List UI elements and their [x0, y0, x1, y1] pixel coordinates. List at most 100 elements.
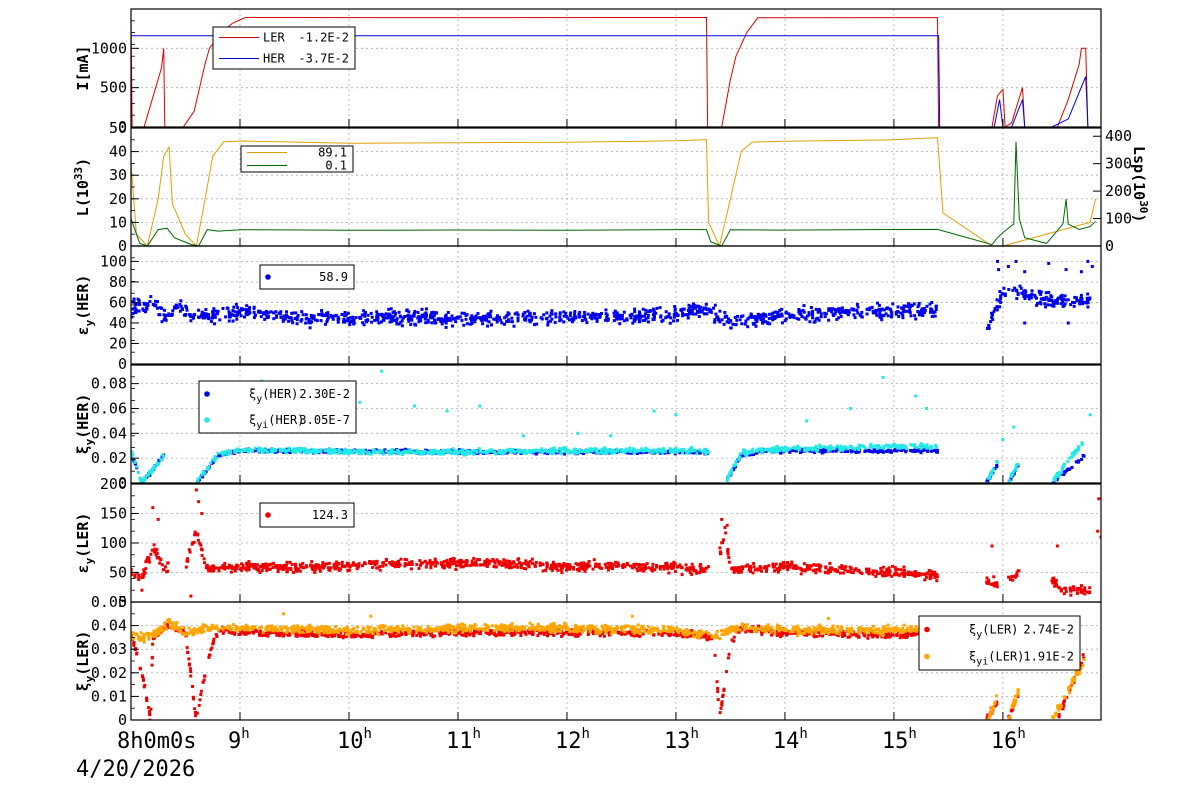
- data-point: [188, 550, 192, 554]
- data-point: [932, 449, 936, 452]
- data-point: [530, 315, 534, 319]
- data-point: [748, 315, 752, 319]
- data-point: [445, 560, 449, 564]
- data-point: [853, 632, 857, 636]
- data-point: [141, 676, 145, 680]
- data-point: [645, 450, 649, 454]
- data-point: [884, 450, 888, 453]
- data-point: [335, 560, 339, 564]
- data-point: [748, 451, 752, 455]
- series-line-Lsp: [131, 141, 1096, 246]
- data-point: [615, 449, 619, 453]
- data-point: [296, 447, 300, 451]
- data-point: [378, 451, 382, 455]
- legend-box: [212, 26, 356, 70]
- data-point: [926, 449, 930, 453]
- data-point: [546, 634, 549, 638]
- data-point: [676, 449, 680, 453]
- data-point: [752, 562, 756, 565]
- data-point: [631, 566, 635, 570]
- data-point: [1080, 584, 1083, 588]
- data-point: [917, 574, 921, 577]
- data-point: [762, 312, 766, 316]
- data-point: [489, 309, 493, 313]
- data-point: [702, 306, 706, 310]
- legend-name-sub: yi: [256, 420, 268, 431]
- data-point: [738, 452, 742, 456]
- data-point: [339, 631, 343, 635]
- data-point: [831, 312, 835, 316]
- legend-name-main: HER: [263, 52, 285, 66]
- data-point: [131, 453, 134, 456]
- data-point: [180, 307, 184, 310]
- data-point: [569, 311, 573, 315]
- data-point: [290, 319, 294, 323]
- data-point: [678, 448, 682, 452]
- data-point: [487, 559, 491, 563]
- data-point: [773, 569, 777, 573]
- data-point: [157, 462, 161, 466]
- data-point: [558, 311, 562, 315]
- data-point: [888, 307, 892, 311]
- data-point: [784, 311, 788, 315]
- data-point: [212, 314, 216, 318]
- data-point: [310, 560, 314, 564]
- data-point: [184, 565, 188, 569]
- data-point: [687, 312, 691, 316]
- series-points-εy(LER): [131, 488, 1101, 598]
- data-point: [147, 560, 151, 564]
- data-point: [389, 316, 393, 320]
- data-point: [542, 313, 546, 317]
- data-point: [257, 446, 261, 450]
- data-point: [1063, 302, 1067, 306]
- data-point: [560, 634, 564, 638]
- data-point: [357, 564, 361, 568]
- data-point: [462, 450, 466, 454]
- data-point: [833, 312, 837, 316]
- data-point: [530, 557, 534, 561]
- data-point: [309, 563, 313, 567]
- data-point: [205, 315, 209, 319]
- data-point: [562, 562, 566, 565]
- data-point: [788, 447, 792, 451]
- data-point: [649, 449, 652, 453]
- data-point: [844, 565, 848, 569]
- data-point: [1086, 292, 1090, 296]
- data-point: [925, 304, 929, 308]
- data-point: [424, 321, 428, 325]
- data-point: [247, 561, 251, 565]
- data-point: [501, 452, 505, 456]
- data-point: [449, 318, 453, 322]
- data-point: [819, 312, 823, 316]
- data-point: [609, 564, 613, 568]
- data-point: [314, 449, 317, 453]
- data-point: [609, 561, 613, 565]
- data-point: [524, 449, 528, 453]
- data-point: [759, 318, 763, 322]
- data-point: [1064, 590, 1068, 593]
- outlier-point: [189, 594, 193, 598]
- data-point: [758, 313, 762, 317]
- data-point: [464, 561, 468, 565]
- data-point: [444, 315, 448, 319]
- data-point: [223, 567, 227, 571]
- data-point: [913, 443, 917, 447]
- data-point: [992, 309, 996, 313]
- data-point: [773, 316, 777, 319]
- y-right-label-main: Lsp(10: [1130, 146, 1148, 200]
- data-point: [403, 564, 407, 568]
- outlier-point: [194, 488, 198, 492]
- data-point: [778, 565, 781, 569]
- data-point: [595, 319, 599, 323]
- data-point: [189, 319, 193, 323]
- data-point: [901, 313, 905, 317]
- data-point: [557, 564, 561, 568]
- data-point: [334, 313, 338, 317]
- data-point: [213, 455, 217, 459]
- data-point: [305, 565, 309, 569]
- data-point: [901, 316, 905, 320]
- data-point: [673, 308, 677, 312]
- data-point: [505, 319, 509, 323]
- data-point: [382, 318, 386, 322]
